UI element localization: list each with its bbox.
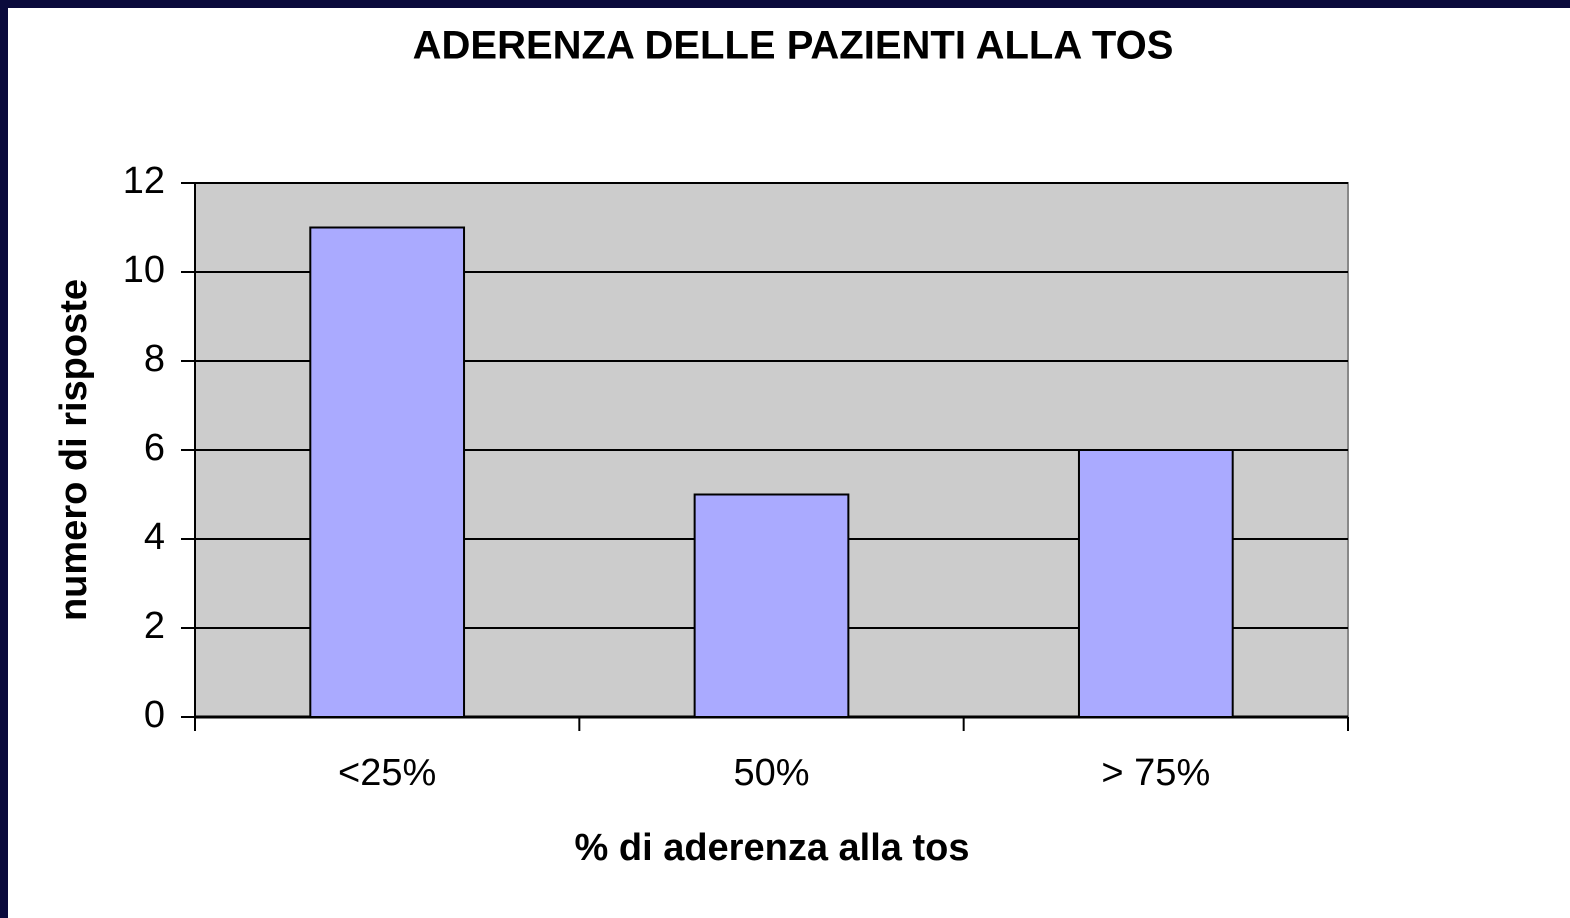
y-tick-label: 0 [144,694,165,736]
y-tick-label: 10 [123,249,165,291]
y-tick-label: 4 [144,516,165,558]
bar [309,226,466,718]
y-tick-label: 8 [144,338,165,380]
y-axis-label: numero di risposte [53,279,95,621]
bar [1077,449,1234,718]
x-tick-label: > 75% [1101,752,1210,794]
y-tick-label: 2 [144,605,165,647]
x-tick-label: <25% [338,752,436,794]
x-tick-label: 50% [733,752,809,794]
chart-title: ADERENZA DELLE PAZIENTI ALLA TOS [413,24,1174,68]
y-tick-label: 6 [144,427,165,469]
y-tick-label: 12 [123,160,165,202]
x-axis-label: % di aderenza alla tos [575,827,970,869]
bar [693,493,850,718]
